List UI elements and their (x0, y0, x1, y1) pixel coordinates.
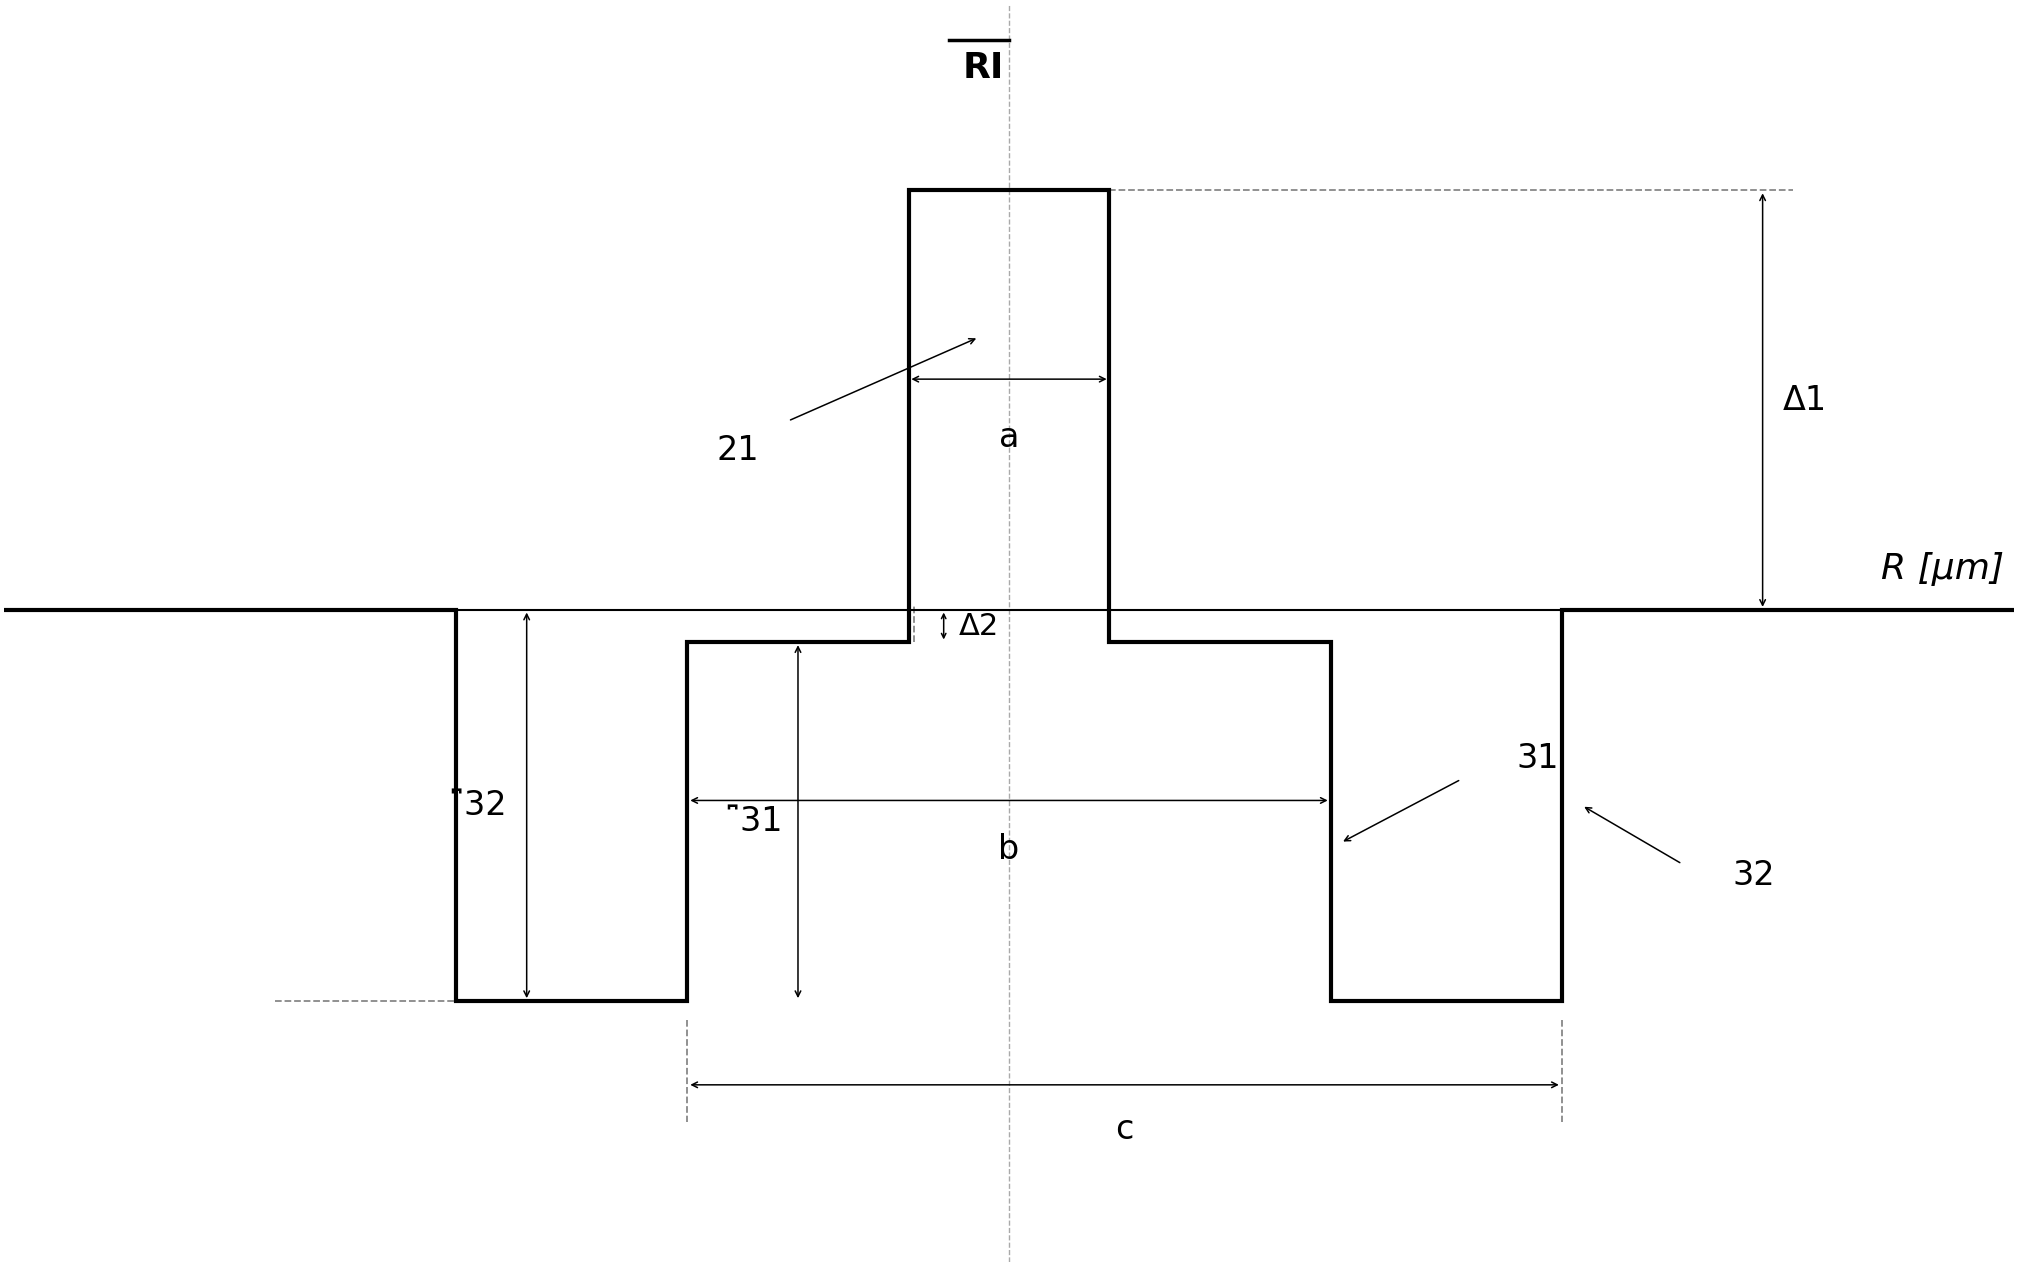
Text: 32: 32 (1733, 860, 1776, 893)
Text: RI: RI (963, 51, 1005, 85)
Text: ͆32: ͆32 (464, 789, 507, 822)
Text: b: b (999, 833, 1019, 866)
Text: c: c (1116, 1113, 1134, 1146)
Text: a: a (999, 422, 1019, 454)
Text: 31: 31 (1516, 742, 1560, 775)
Text: Δ1: Δ1 (1782, 384, 1826, 417)
Text: ͆31: ͆31 (741, 805, 783, 838)
Text: 21: 21 (716, 434, 759, 467)
Text: R [μm]: R [μm] (1881, 552, 2004, 586)
Text: Δ2: Δ2 (959, 611, 999, 641)
